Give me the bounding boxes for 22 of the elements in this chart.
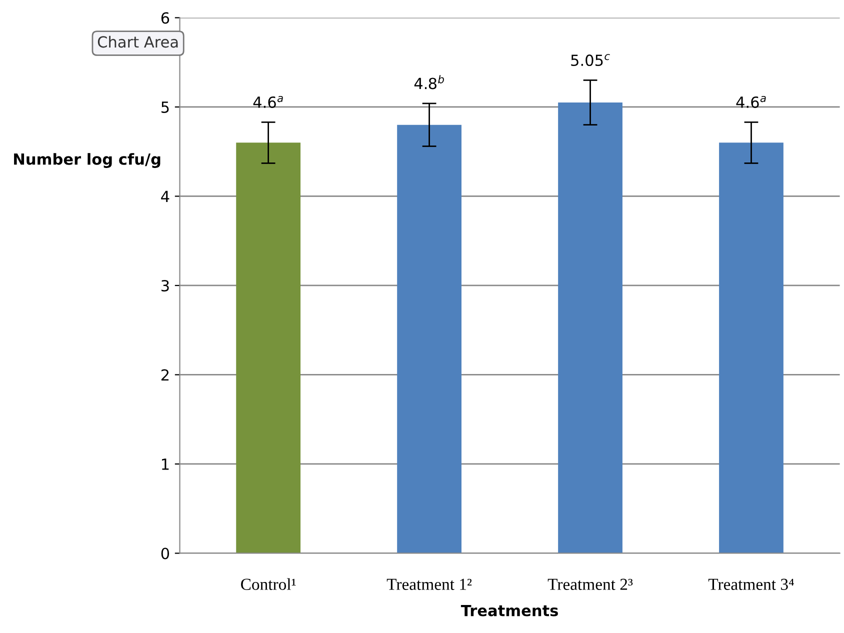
y-axis-title: Number log cfu/g	[14, 153, 160, 168]
y-tick-label: 6	[161, 12, 170, 24]
x-tick-label: Control¹	[241, 578, 296, 590]
y-tick-label: 4	[161, 190, 170, 202]
data-label: 4.6$^{a}$	[253, 96, 283, 108]
x-axis-title: Treatments	[460, 604, 558, 616]
data-label: 4.6$^{a}$	[736, 96, 766, 108]
text: Chart Area	[98, 36, 178, 48]
x-tick-label: Treatment 2³	[548, 578, 633, 590]
x-tick-label: Treatment 1²	[386, 578, 472, 590]
y-tick-label: 2	[161, 369, 169, 381]
y-tick-label: 3	[161, 280, 169, 292]
data-label: 5.05$^{c}$	[571, 54, 610, 66]
y-tick-label: 0	[161, 548, 170, 560]
bar	[397, 124, 462, 554]
x-tick-label: Treatment 3⁴	[708, 578, 794, 590]
y-tick-label: 5	[162, 102, 169, 113]
data-label: 4.8$^{b}$	[414, 75, 444, 90]
y-tick-label: 1	[162, 458, 169, 470]
bar	[719, 142, 784, 554]
bar	[558, 102, 622, 554]
bar	[236, 142, 301, 554]
